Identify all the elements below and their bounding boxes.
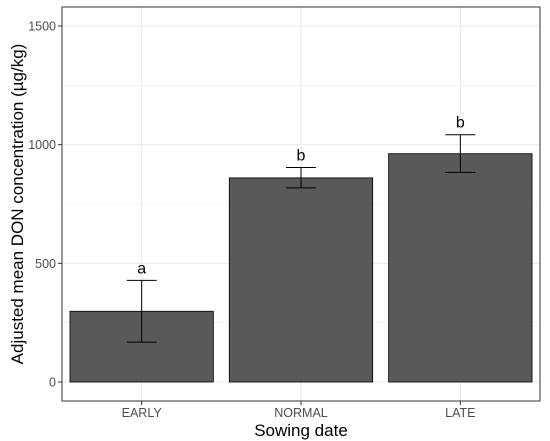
y-tick-label: 1500 (28, 19, 56, 33)
significance-label: a (137, 260, 146, 277)
error-bar-late (445, 134, 476, 173)
x-tick-label: NORMAL (274, 406, 328, 420)
significance-labels: a b b (137, 115, 465, 278)
error-bar-early (126, 279, 157, 343)
y-axis-title: Adjusted mean DON concentration (µg/kg) (8, 44, 27, 365)
x-tick-label: LATE (445, 406, 475, 420)
bar-late (388, 153, 533, 383)
y-tick-label: 500 (35, 257, 56, 271)
error-bars (126, 134, 476, 343)
x-tick-label: EARLY (122, 406, 163, 420)
x-axis-title: Sowing date (254, 421, 348, 440)
significance-label: b (297, 147, 306, 164)
significance-label: b (456, 115, 465, 132)
y-tick-label: 1000 (28, 138, 56, 152)
error-bar-normal (286, 166, 316, 189)
y-axis: 0 500 1000 1500 (28, 19, 62, 390)
y-tick-label: 0 (49, 376, 56, 390)
bar-normal (228, 177, 374, 383)
x-axis: EARLY NORMAL LATE (122, 401, 476, 420)
